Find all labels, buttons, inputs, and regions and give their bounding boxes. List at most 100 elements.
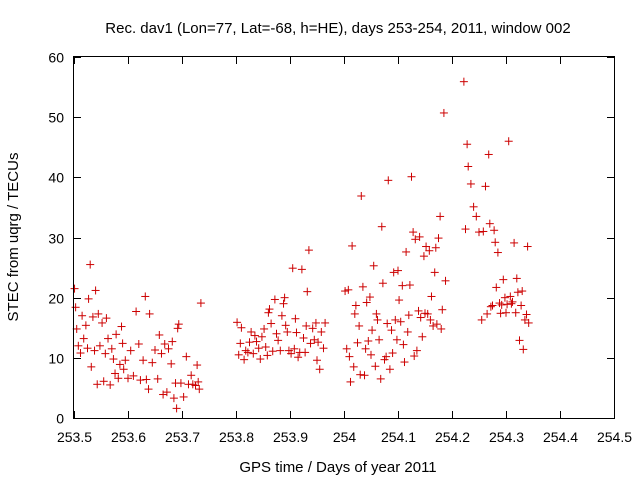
data-point: [392, 335, 401, 344]
data-point: [507, 299, 516, 308]
data-point: [109, 355, 118, 364]
data-point: [261, 343, 270, 352]
data-point: [357, 191, 366, 200]
data-point: [513, 288, 522, 297]
data-point: [193, 361, 202, 370]
data-point: [426, 315, 435, 324]
data-point: [98, 318, 107, 327]
data-point: [353, 338, 362, 347]
data-point: [173, 324, 182, 333]
data-point: [431, 243, 440, 252]
data-point: [87, 362, 96, 371]
data-point: [245, 338, 254, 347]
x-tick-label: 253.6: [111, 429, 146, 445]
data-point: [495, 299, 504, 308]
data-point: [432, 320, 441, 329]
data-point: [83, 344, 92, 353]
data-point: [396, 317, 405, 326]
data-point: [461, 225, 470, 234]
y-tick-label: 40: [48, 170, 64, 186]
data-point: [488, 301, 497, 310]
data-point: [279, 299, 288, 308]
data-point: [91, 286, 100, 295]
data-point: [350, 309, 359, 318]
data-point: [303, 287, 312, 296]
data-point: [434, 234, 443, 243]
data-point: [404, 311, 413, 320]
data-point: [301, 348, 310, 357]
data-point: [510, 238, 519, 247]
data-point: [179, 392, 188, 401]
data-point: [299, 333, 308, 342]
data-point: [356, 370, 365, 379]
data-point: [360, 371, 369, 380]
data-point: [425, 246, 434, 255]
data-point: [134, 339, 143, 348]
data-point: [517, 301, 526, 310]
x-tick-label: 254.4: [543, 429, 578, 445]
data-point: [492, 283, 501, 292]
data-point: [294, 353, 303, 362]
data-point: [436, 212, 445, 221]
data-point: [377, 222, 386, 231]
data-point: [346, 377, 355, 386]
data-point: [291, 314, 300, 323]
data-point: [145, 309, 154, 318]
data-point: [118, 339, 127, 348]
data-point: [94, 309, 103, 318]
data-point: [243, 348, 252, 357]
data-point: [372, 309, 381, 318]
data-point: [139, 356, 148, 365]
data-point: [361, 344, 370, 353]
data-point: [342, 344, 351, 353]
data-point: [411, 235, 420, 244]
data-point: [176, 379, 185, 388]
data-point: [503, 300, 512, 309]
data-point: [422, 242, 431, 251]
data-point: [499, 275, 508, 284]
data-point: [304, 246, 313, 255]
data-point: [403, 327, 412, 336]
x-tick-label: 253.8: [219, 429, 254, 445]
data-point: [182, 352, 191, 361]
data-point: [483, 309, 492, 318]
data-point: [142, 375, 151, 384]
data-point: [387, 326, 396, 335]
data-point: [90, 346, 99, 355]
data-point: [268, 347, 277, 356]
data-point: [391, 315, 400, 324]
data-point: [308, 324, 317, 333]
data-point: [491, 238, 500, 247]
data-point: [274, 336, 283, 345]
data-point: [375, 335, 384, 344]
data-point: [418, 332, 427, 341]
data-point: [464, 162, 473, 171]
data-point: [196, 299, 205, 308]
data-point: [407, 172, 416, 181]
x-tick-label: 253.9: [273, 429, 308, 445]
data-point: [155, 330, 164, 339]
data-point: [423, 309, 432, 318]
data-point: [257, 332, 266, 341]
data-point: [126, 346, 135, 355]
data-point: [378, 279, 387, 288]
data-point: [132, 307, 141, 316]
data-point: [383, 319, 392, 328]
data-point: [72, 324, 81, 333]
data-point: [99, 377, 108, 386]
data-point: [102, 314, 111, 323]
x-tick-label: 253.7: [165, 429, 200, 445]
data-point: [484, 150, 493, 159]
data-point: [459, 77, 468, 86]
data-point: [250, 331, 259, 340]
data-point: [119, 365, 128, 374]
data-point: [70, 284, 79, 293]
data-point: [348, 241, 357, 250]
data-point: [385, 365, 394, 374]
data-point: [174, 320, 183, 329]
data-point: [115, 360, 124, 369]
data-point: [416, 313, 425, 322]
data-point: [441, 276, 450, 285]
data-point: [490, 226, 499, 235]
